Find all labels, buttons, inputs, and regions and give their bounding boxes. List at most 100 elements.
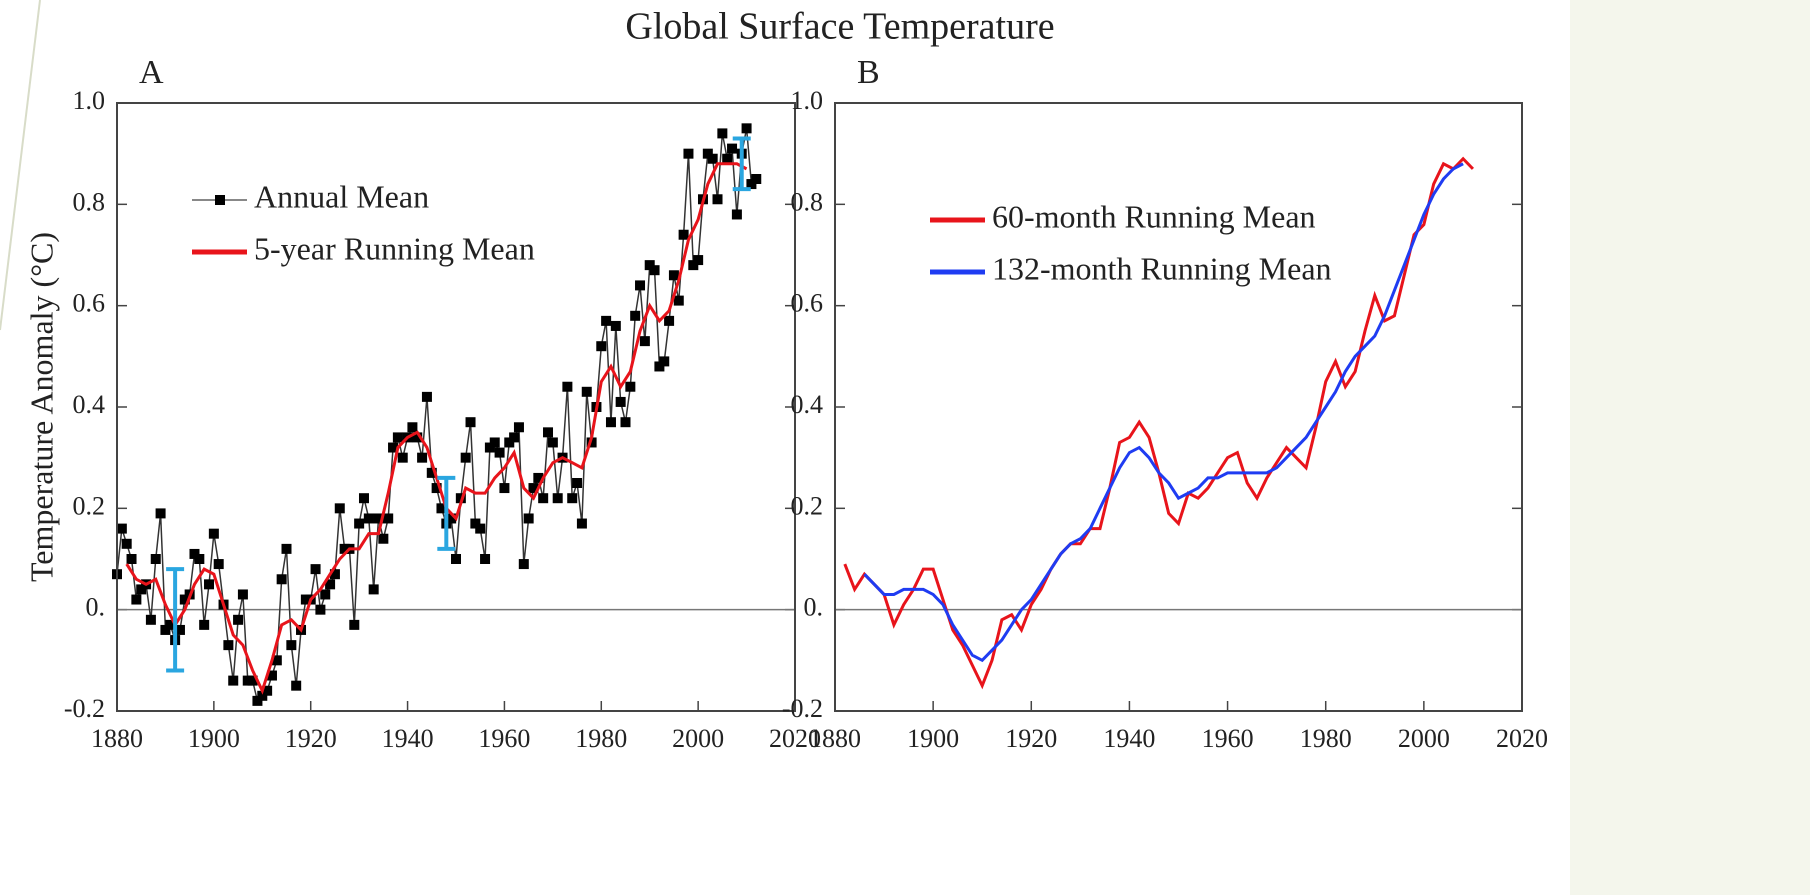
y-tick-label: 0.4 bbox=[73, 390, 106, 419]
data-point bbox=[136, 584, 147, 595]
decoration bbox=[0, 0, 41, 331]
y-tick-label: 0. bbox=[86, 593, 106, 622]
data-point bbox=[257, 690, 268, 701]
data-point bbox=[174, 624, 185, 635]
data-point bbox=[470, 518, 481, 529]
data-point bbox=[204, 579, 215, 590]
data-point bbox=[533, 472, 544, 483]
data-point bbox=[639, 336, 650, 347]
data-point bbox=[329, 569, 340, 580]
data-point bbox=[489, 437, 500, 448]
y-tick-label: 0.6 bbox=[73, 289, 106, 318]
data-point bbox=[233, 614, 244, 625]
data-point bbox=[426, 467, 437, 478]
data-point bbox=[252, 695, 263, 706]
data-point bbox=[446, 513, 457, 524]
data-point bbox=[601, 315, 612, 326]
series-line bbox=[125, 162, 748, 695]
x-tick-label: 1980 bbox=[575, 724, 627, 753]
data-point bbox=[126, 554, 137, 564]
error-bar bbox=[166, 567, 185, 673]
data-point bbox=[334, 503, 345, 514]
error-bar bbox=[437, 475, 456, 551]
legend-label: 60-month Running Mean bbox=[992, 198, 1316, 234]
data-point bbox=[630, 310, 641, 321]
data-point bbox=[281, 543, 292, 554]
data-point bbox=[194, 554, 205, 564]
data-point bbox=[349, 619, 360, 630]
legend-label: Annual Mean bbox=[254, 178, 429, 214]
data-point bbox=[596, 341, 607, 352]
x-tick-label: 1940 bbox=[382, 724, 434, 753]
data-point bbox=[625, 381, 636, 392]
data-point bbox=[451, 554, 461, 564]
data-point bbox=[717, 128, 728, 139]
data-point bbox=[673, 295, 684, 306]
data-point bbox=[635, 280, 646, 291]
data-point bbox=[513, 422, 524, 433]
data-point bbox=[368, 584, 379, 595]
legend-label: 5-year Running Mean bbox=[254, 230, 535, 266]
y-tick-label: 0.4 bbox=[791, 390, 824, 419]
x-tick-label: 2020 bbox=[769, 724, 821, 753]
data-point bbox=[320, 589, 331, 600]
y-tick-label: 0.2 bbox=[73, 491, 106, 520]
data-point bbox=[412, 432, 423, 443]
x-tick-label: 1940 bbox=[1103, 724, 1155, 753]
y-tick-label: -0.2 bbox=[64, 694, 105, 723]
data-point bbox=[276, 574, 287, 585]
data-point bbox=[465, 417, 476, 428]
data-point bbox=[131, 594, 142, 605]
data-point bbox=[659, 356, 670, 367]
data-point bbox=[165, 619, 176, 630]
data-point bbox=[286, 640, 297, 651]
data-point bbox=[576, 518, 587, 529]
data-point bbox=[417, 452, 428, 463]
legend-marker bbox=[215, 195, 225, 205]
data-point bbox=[581, 386, 592, 397]
legend-label: 132-month Running Mean bbox=[992, 250, 1332, 286]
data-point bbox=[528, 483, 539, 494]
series-line bbox=[863, 162, 1464, 663]
data-point bbox=[431, 483, 442, 494]
data-point bbox=[741, 123, 752, 134]
panel-label: A bbox=[139, 54, 164, 91]
x-tick-label: 2020 bbox=[1496, 724, 1548, 753]
data-point bbox=[547, 437, 558, 448]
data-point bbox=[480, 554, 491, 564]
x-tick-label: 1880 bbox=[91, 724, 143, 753]
data-point bbox=[266, 670, 277, 681]
data-point bbox=[121, 538, 132, 549]
data-point bbox=[475, 523, 486, 534]
x-tick-label: 1960 bbox=[1202, 724, 1254, 753]
x-tick-label: 2000 bbox=[1398, 724, 1450, 753]
data-point bbox=[354, 518, 365, 529]
data-point bbox=[494, 447, 505, 458]
x-tick-label: 1900 bbox=[907, 724, 959, 753]
y-axis-label: Temperature Anomaly (°C) bbox=[23, 232, 59, 582]
data-point bbox=[722, 153, 733, 164]
data-point bbox=[518, 559, 529, 570]
x-tick-label: 1920 bbox=[1005, 724, 1057, 753]
panel-label: B bbox=[857, 54, 880, 91]
data-point bbox=[654, 361, 665, 372]
y-tick-label: 0. bbox=[804, 593, 824, 622]
data-point bbox=[727, 143, 738, 154]
data-point bbox=[712, 194, 723, 205]
y-tick-label: 1.0 bbox=[73, 86, 106, 115]
data-point bbox=[145, 614, 156, 625]
x-tick-label: 1900 bbox=[188, 724, 240, 753]
data-point bbox=[668, 270, 679, 281]
data-point bbox=[552, 493, 563, 504]
data-point bbox=[683, 148, 694, 159]
data-point bbox=[407, 422, 418, 433]
data-point bbox=[271, 655, 282, 666]
y-tick-label: 1.0 bbox=[791, 86, 824, 115]
data-point bbox=[572, 478, 583, 488]
data-point bbox=[693, 255, 704, 266]
data-point bbox=[504, 437, 515, 448]
data-point bbox=[213, 559, 224, 570]
chart-title: Global Surface Temperature bbox=[625, 6, 1054, 48]
plot-frame bbox=[834, 102, 1523, 712]
y-tick-label: 0.8 bbox=[73, 187, 106, 216]
